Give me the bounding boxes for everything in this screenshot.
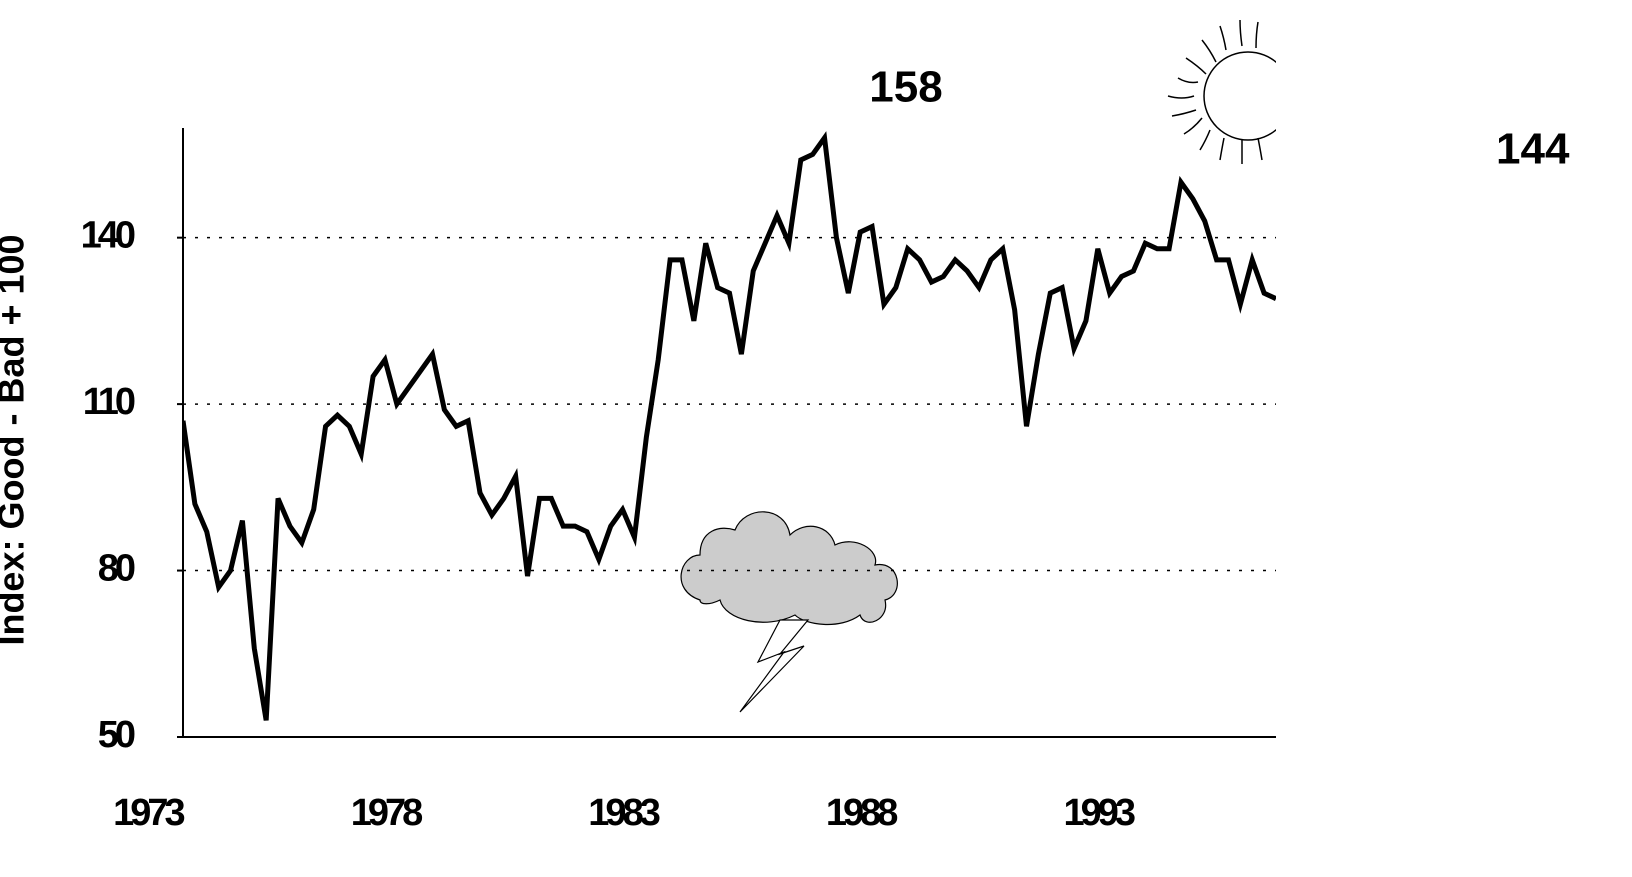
storm-cloud [680,511,898,713]
y-tick-label: 80 [98,548,135,590]
x-tick-label: 1993 [1064,792,1135,834]
x-tick-label: 1973 [113,792,184,834]
y-tick-label: 50 [98,714,135,756]
annotation: 158 [869,63,942,112]
y-axis-label: Index: Good - Bad + 100 [0,234,32,645]
line-series [183,131,1276,721]
y-tick-label: 110 [83,381,135,423]
y-tick-label: 140 [81,215,135,257]
sun [1167,19,1276,164]
annotation: 144 [1496,125,1570,174]
x-tick-label: 1988 [826,792,897,834]
x-tick-label: 1978 [351,792,422,834]
line [183,131,1276,721]
x-tick-label: 1983 [588,792,659,834]
